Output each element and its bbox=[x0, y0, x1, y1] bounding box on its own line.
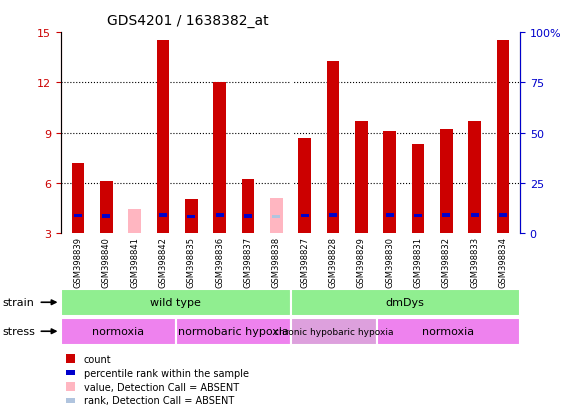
Bar bbox=[386, 214, 394, 217]
Text: normobaric hypoxia: normobaric hypoxia bbox=[178, 326, 289, 337]
Bar bbox=[157, 41, 170, 233]
Text: GSM398828: GSM398828 bbox=[328, 236, 338, 287]
Bar bbox=[66, 370, 75, 375]
Bar bbox=[128, 210, 141, 233]
Bar bbox=[74, 214, 82, 218]
Bar bbox=[187, 215, 195, 219]
Text: GSM398833: GSM398833 bbox=[470, 236, 479, 287]
Bar bbox=[100, 182, 113, 233]
Bar bbox=[213, 83, 226, 233]
Text: GSM398842: GSM398842 bbox=[159, 236, 167, 287]
Bar bbox=[355, 121, 368, 233]
Bar bbox=[61, 318, 175, 345]
Text: strain: strain bbox=[3, 297, 35, 308]
Text: GSM398838: GSM398838 bbox=[272, 236, 281, 287]
Text: wild type: wild type bbox=[150, 297, 201, 308]
Bar bbox=[244, 214, 252, 218]
Bar bbox=[159, 214, 167, 217]
Text: percentile rank within the sample: percentile rank within the sample bbox=[84, 368, 249, 377]
Text: rank, Detection Call = ABSENT: rank, Detection Call = ABSENT bbox=[84, 396, 234, 406]
Bar bbox=[242, 180, 254, 233]
Text: GSM398840: GSM398840 bbox=[102, 236, 111, 287]
Bar bbox=[414, 214, 422, 218]
Bar bbox=[290, 318, 376, 345]
Text: chronic hypobaric hypoxia: chronic hypobaric hypoxia bbox=[274, 327, 393, 336]
Text: GSM398836: GSM398836 bbox=[215, 236, 224, 287]
Text: GSM398835: GSM398835 bbox=[187, 236, 196, 287]
Text: normoxia: normoxia bbox=[92, 326, 145, 337]
Bar bbox=[290, 289, 520, 316]
Bar bbox=[175, 318, 290, 345]
Text: value, Detection Call = ABSENT: value, Detection Call = ABSENT bbox=[84, 382, 239, 392]
Bar bbox=[499, 214, 507, 217]
Text: GSM398831: GSM398831 bbox=[414, 236, 422, 287]
Bar bbox=[383, 131, 396, 233]
Text: GSM398837: GSM398837 bbox=[243, 236, 253, 287]
Text: GSM398832: GSM398832 bbox=[442, 236, 451, 287]
Text: dmDys: dmDys bbox=[386, 297, 425, 308]
Bar bbox=[471, 214, 479, 217]
Bar bbox=[442, 214, 450, 218]
Text: GSM398830: GSM398830 bbox=[385, 236, 394, 287]
Bar bbox=[497, 41, 510, 233]
Bar bbox=[329, 214, 337, 217]
Bar bbox=[185, 200, 198, 233]
Bar bbox=[66, 398, 75, 403]
Text: count: count bbox=[84, 354, 112, 364]
Bar bbox=[66, 382, 75, 391]
Bar bbox=[102, 215, 110, 218]
Bar bbox=[61, 289, 290, 316]
Bar bbox=[327, 62, 339, 233]
Bar bbox=[301, 214, 309, 218]
Text: stress: stress bbox=[3, 326, 36, 337]
Bar bbox=[411, 145, 424, 233]
Bar bbox=[216, 214, 224, 217]
Bar bbox=[66, 354, 75, 363]
Bar bbox=[298, 138, 311, 233]
Bar bbox=[468, 121, 481, 233]
Bar bbox=[270, 198, 283, 233]
Text: GDS4201 / 1638382_at: GDS4201 / 1638382_at bbox=[107, 14, 269, 28]
Text: GSM398834: GSM398834 bbox=[498, 236, 507, 287]
Text: GSM398829: GSM398829 bbox=[357, 236, 366, 287]
Bar bbox=[376, 318, 520, 345]
Text: GSM398827: GSM398827 bbox=[300, 236, 309, 287]
Bar bbox=[440, 130, 453, 233]
Bar bbox=[272, 215, 280, 218]
Text: normoxia: normoxia bbox=[422, 326, 474, 337]
Text: GSM398841: GSM398841 bbox=[130, 236, 139, 287]
Text: GSM398839: GSM398839 bbox=[74, 236, 83, 287]
Bar bbox=[71, 163, 84, 233]
